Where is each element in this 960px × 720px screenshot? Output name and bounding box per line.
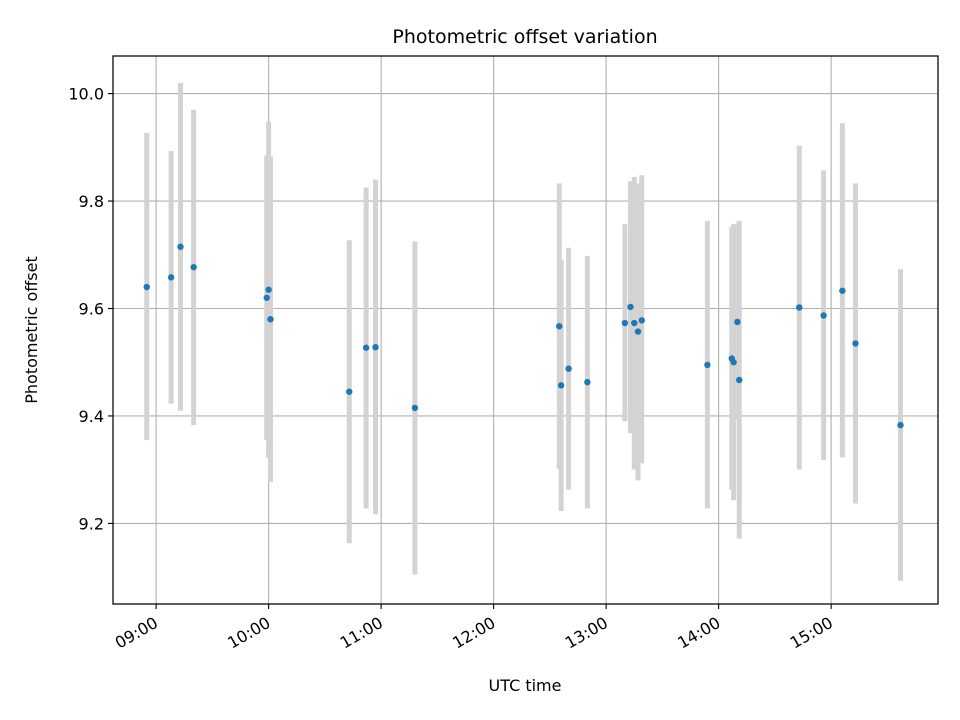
data-point xyxy=(852,340,859,347)
data-point xyxy=(265,286,272,293)
data-point xyxy=(820,312,827,319)
chart-title: Photometric offset variation xyxy=(392,26,657,48)
y-tick-label: 9.8 xyxy=(79,192,104,211)
y-tick-label: 9.4 xyxy=(79,407,104,426)
data-point xyxy=(897,421,904,429)
data-point xyxy=(143,283,150,291)
data-point xyxy=(167,274,175,281)
plot-frame xyxy=(112,55,939,605)
data-point xyxy=(631,319,638,327)
data-point xyxy=(190,263,197,271)
data-point xyxy=(411,404,419,412)
y-axis-label: Photometric offset xyxy=(22,256,41,404)
data-point xyxy=(621,319,629,327)
data-point xyxy=(627,303,634,311)
y-tick-label: 9.6 xyxy=(79,300,104,319)
data-point xyxy=(730,359,737,366)
data-point xyxy=(704,361,711,369)
data-point xyxy=(267,316,274,323)
data-point xyxy=(372,343,379,351)
data-point xyxy=(346,388,353,395)
y-tick-label: 9.2 xyxy=(79,514,104,533)
y-axis: 9.2 9.4 9.6 9.8 10.0 xyxy=(68,85,113,533)
data-points xyxy=(143,243,904,429)
data-point xyxy=(263,294,270,301)
data-point xyxy=(736,376,743,384)
data-point xyxy=(362,344,370,351)
data-point xyxy=(584,378,591,386)
data-point xyxy=(565,365,572,372)
x-axis-label: UTC time xyxy=(489,676,562,695)
data-point xyxy=(177,243,184,250)
data-point xyxy=(557,382,565,389)
data-point xyxy=(839,287,846,294)
data-point xyxy=(634,328,642,335)
y-tick-label: 10.0 xyxy=(68,85,104,104)
data-point xyxy=(638,317,645,324)
data-point xyxy=(556,323,563,330)
data-point xyxy=(796,304,803,311)
data-point xyxy=(734,318,741,326)
